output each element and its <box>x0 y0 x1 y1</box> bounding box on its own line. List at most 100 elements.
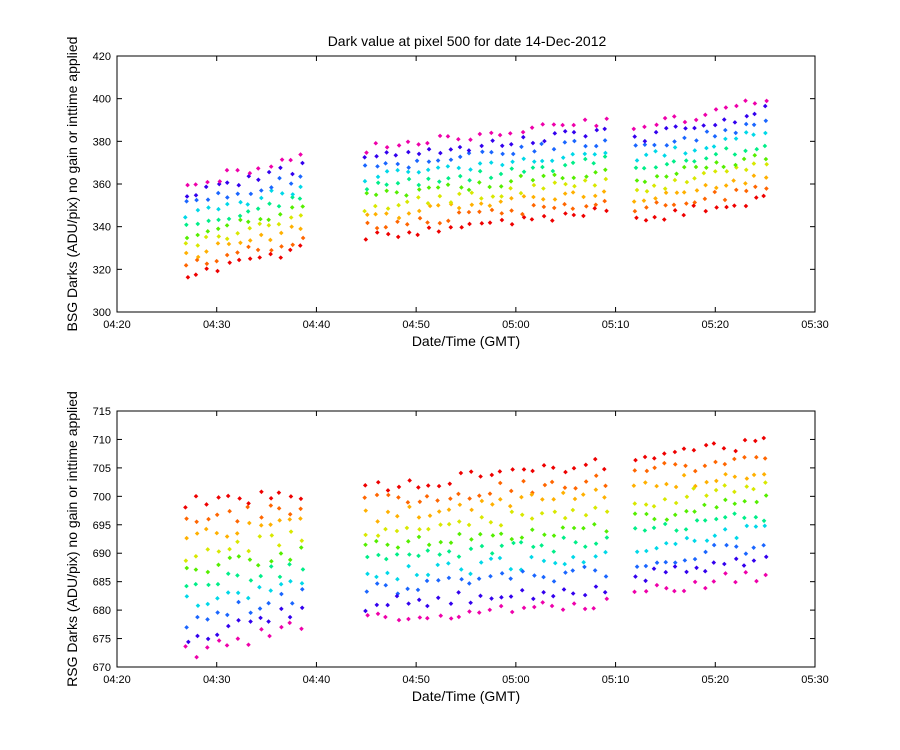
data-point <box>714 478 719 484</box>
data-point <box>238 240 243 246</box>
data-point <box>255 166 261 171</box>
data-point <box>572 496 578 502</box>
data-point <box>395 576 400 582</box>
data-point <box>365 612 370 618</box>
data-point <box>520 134 526 140</box>
data-point <box>704 538 710 543</box>
data-point <box>499 143 505 149</box>
data-point <box>722 561 727 567</box>
data-point <box>692 125 697 131</box>
data-point <box>673 124 678 129</box>
data-point <box>601 189 607 194</box>
data-point <box>298 226 303 232</box>
data-point <box>375 611 381 617</box>
data-point <box>374 230 380 235</box>
data-point <box>672 139 677 144</box>
data-point <box>426 225 432 231</box>
data-point <box>435 562 441 568</box>
data-point <box>373 203 378 209</box>
data-point <box>374 581 380 586</box>
data-point <box>551 497 556 502</box>
data-point <box>563 211 568 216</box>
x-tick-label: 04:30 <box>203 674 231 686</box>
data-point <box>560 175 565 181</box>
data-point <box>448 496 453 501</box>
data-point <box>467 496 472 501</box>
data-point <box>673 500 679 506</box>
data-point <box>396 143 402 148</box>
data-point <box>529 217 535 222</box>
data-point <box>531 202 536 208</box>
data-point <box>520 211 525 217</box>
data-point <box>499 217 505 223</box>
data-point <box>226 241 232 247</box>
data-point <box>427 203 433 209</box>
data-point <box>206 582 211 588</box>
data-point <box>394 528 400 534</box>
data-point <box>743 167 749 173</box>
data-point <box>480 149 485 155</box>
data-point <box>763 175 769 180</box>
data-point <box>694 565 699 571</box>
data-point <box>425 483 431 488</box>
data-point <box>634 178 640 183</box>
data-point <box>488 519 494 525</box>
data-point <box>226 623 231 629</box>
data-point <box>584 174 589 179</box>
data-point <box>215 596 220 601</box>
data-point <box>602 495 607 500</box>
data-point <box>363 237 369 242</box>
data-point <box>582 592 588 598</box>
data-point <box>404 193 409 198</box>
data-point <box>510 159 515 165</box>
data-point <box>711 441 717 446</box>
data-point <box>203 184 209 190</box>
data-point <box>487 184 492 190</box>
data-point <box>683 158 689 163</box>
data-point <box>234 531 240 536</box>
data-point <box>426 542 432 548</box>
data-point <box>733 136 739 141</box>
data-point <box>684 535 690 541</box>
data-point <box>425 615 430 621</box>
data-point <box>479 221 485 226</box>
data-point <box>365 212 370 218</box>
data-point <box>508 594 514 599</box>
data-point <box>438 613 444 618</box>
data-point <box>722 527 728 532</box>
data-point <box>195 633 200 639</box>
data-point <box>664 517 670 522</box>
data-point <box>290 171 295 177</box>
data-point <box>509 221 515 227</box>
data-point <box>276 203 282 209</box>
data-point <box>562 128 568 134</box>
data-point <box>374 225 380 231</box>
data-point <box>582 544 588 550</box>
data-point <box>289 601 295 606</box>
data-point <box>703 182 708 188</box>
data-point <box>732 489 737 495</box>
data-point <box>602 154 608 159</box>
data-point <box>694 518 700 523</box>
data-point <box>375 180 381 186</box>
data-point <box>268 522 273 527</box>
data-point <box>375 533 381 539</box>
data-points <box>182 98 769 280</box>
data-point <box>552 180 558 185</box>
data-point <box>634 215 639 221</box>
data-point <box>551 579 557 584</box>
data-point <box>763 480 768 485</box>
data-point <box>539 158 545 164</box>
data-point <box>682 135 687 141</box>
data-point <box>654 173 660 179</box>
data-point <box>193 493 199 499</box>
data-point <box>279 191 285 196</box>
data-point <box>683 126 688 131</box>
data-point <box>185 182 190 188</box>
data-point <box>204 249 209 254</box>
data-point <box>507 503 513 509</box>
data-point <box>498 531 504 537</box>
data-point <box>459 185 464 190</box>
y-tick-label: 695 <box>93 520 111 532</box>
data-point <box>551 533 557 538</box>
